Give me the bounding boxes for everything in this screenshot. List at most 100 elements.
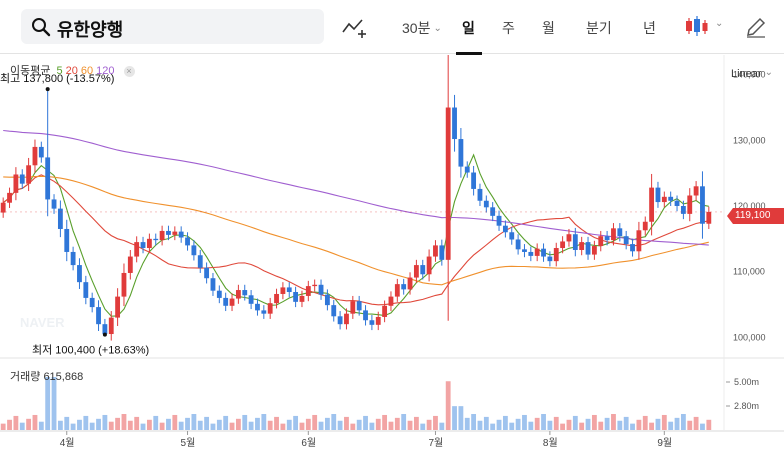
volume-bar xyxy=(70,423,76,430)
period-month[interactable]: 월 xyxy=(542,20,555,36)
scale-mode-label: Linear xyxy=(731,68,762,80)
volume-bar xyxy=(19,422,25,430)
search-input[interactable]: 유한양행 xyxy=(21,9,324,44)
period-week[interactable]: 주 xyxy=(502,20,515,36)
volume-bar xyxy=(706,419,712,430)
candle-body xyxy=(178,231,184,238)
candle-body xyxy=(159,230,165,241)
close-icon[interactable]: × xyxy=(123,66,135,77)
period-day[interactable]: 일 xyxy=(462,20,475,36)
volume-bar xyxy=(140,423,146,430)
period-year[interactable]: 년 xyxy=(643,20,656,36)
candle-body xyxy=(401,284,407,290)
price-axis-label: 110,000 xyxy=(733,267,765,277)
volume-bar xyxy=(522,414,527,430)
candle-body xyxy=(216,290,222,298)
chevron-down-icon: ⌄ xyxy=(433,23,442,34)
ma-legend-item[interactable]: 5 xyxy=(56,65,63,77)
candle-body xyxy=(706,211,712,224)
volume-bar xyxy=(172,414,178,430)
volume-bar xyxy=(369,422,375,430)
volume-bar xyxy=(0,423,6,430)
candle-body xyxy=(413,265,419,278)
volume-bar xyxy=(274,416,279,430)
candle-body xyxy=(680,206,686,214)
chevron-down-icon: ⌄ xyxy=(715,18,724,29)
chart-type-button[interactable]: ⌄ xyxy=(684,14,724,40)
candle-body xyxy=(267,303,273,314)
volume-bar xyxy=(77,419,82,430)
candle-body xyxy=(661,196,667,203)
volume-bar xyxy=(401,414,407,430)
ma-legend-item[interactable]: 120 xyxy=(96,65,115,77)
price-axis-label: 140,000 xyxy=(733,70,766,80)
volume-bar xyxy=(534,417,540,430)
volume-bar xyxy=(604,417,610,430)
time-axis-label: 7월 xyxy=(428,437,443,449)
candle-body xyxy=(26,165,32,184)
volume-bar xyxy=(159,422,165,430)
volume-bar xyxy=(223,415,229,430)
volume-bar xyxy=(680,414,686,430)
candle-body xyxy=(541,248,546,257)
candle-body xyxy=(261,310,267,314)
candle-body xyxy=(134,242,140,257)
period-quarter[interactable]: 분기 xyxy=(586,20,612,36)
candle-body xyxy=(197,255,203,268)
ma-legend-item[interactable]: 20 xyxy=(65,65,78,77)
volume-bar xyxy=(687,420,693,430)
ma5-line xyxy=(2,153,709,317)
candle-body xyxy=(591,246,597,255)
candle-body xyxy=(534,248,540,256)
volume-bar xyxy=(356,419,362,430)
candle-body xyxy=(623,236,629,245)
volume-bar xyxy=(96,418,101,430)
time-axis-label: 4월 xyxy=(60,437,75,449)
volume-bar xyxy=(630,423,635,430)
scale-mode-dropdown[interactable]: Linear ⌄ xyxy=(731,67,773,80)
volume-bar xyxy=(420,423,426,430)
volume-axis-label: 5.00m xyxy=(734,377,759,387)
time-axis-label: 9월 xyxy=(657,437,672,449)
candle-body xyxy=(560,241,566,249)
candle-body xyxy=(585,242,591,255)
candle-body xyxy=(433,245,438,257)
candle-body xyxy=(153,238,159,241)
ma-title: 이동평균 xyxy=(10,65,51,77)
moving-average-legend: 이동평균 5 20 60 120 × xyxy=(10,62,138,78)
candle-body xyxy=(356,301,362,311)
time-axis-label: 5월 xyxy=(181,437,196,449)
candle-body xyxy=(668,196,674,201)
candle-body xyxy=(51,199,57,209)
volume-bar xyxy=(331,414,337,430)
candle-body xyxy=(394,284,400,297)
candle-body xyxy=(655,187,661,203)
candle-body xyxy=(274,293,279,304)
price-chart[interactable]: 140,000 130,000 120,000 110,000 100,000 NAVER… xyxy=(0,55,784,453)
draw-line-icon[interactable] xyxy=(341,14,367,40)
volume-bar xyxy=(153,415,159,430)
candle-body xyxy=(636,230,642,252)
candle-body xyxy=(509,232,515,240)
volume-bar xyxy=(591,414,597,430)
volume-legend: 거래량 615,868 xyxy=(10,368,83,384)
candle-body xyxy=(604,236,610,241)
price-axis-label: 100,000 xyxy=(733,332,766,342)
candle-body xyxy=(598,236,604,247)
candle-body xyxy=(127,256,133,273)
candle-body xyxy=(64,228,70,252)
pencil-icon[interactable] xyxy=(743,14,769,40)
candle-body xyxy=(350,301,356,314)
volume-bar xyxy=(299,422,305,430)
candle-body xyxy=(235,290,241,299)
volume-bar xyxy=(261,414,267,430)
ma-legend-item[interactable]: 60 xyxy=(80,65,94,77)
volume-bar xyxy=(267,420,273,430)
volume-axis-label: 2.80m xyxy=(734,401,759,411)
candle-body xyxy=(318,284,324,295)
period-30min[interactable]: 30분 ⌄ xyxy=(402,18,442,38)
volume-bar xyxy=(191,414,197,430)
time-axis-label: 6월 xyxy=(301,437,316,449)
candle-body xyxy=(388,296,394,306)
volume-bar xyxy=(337,420,343,430)
